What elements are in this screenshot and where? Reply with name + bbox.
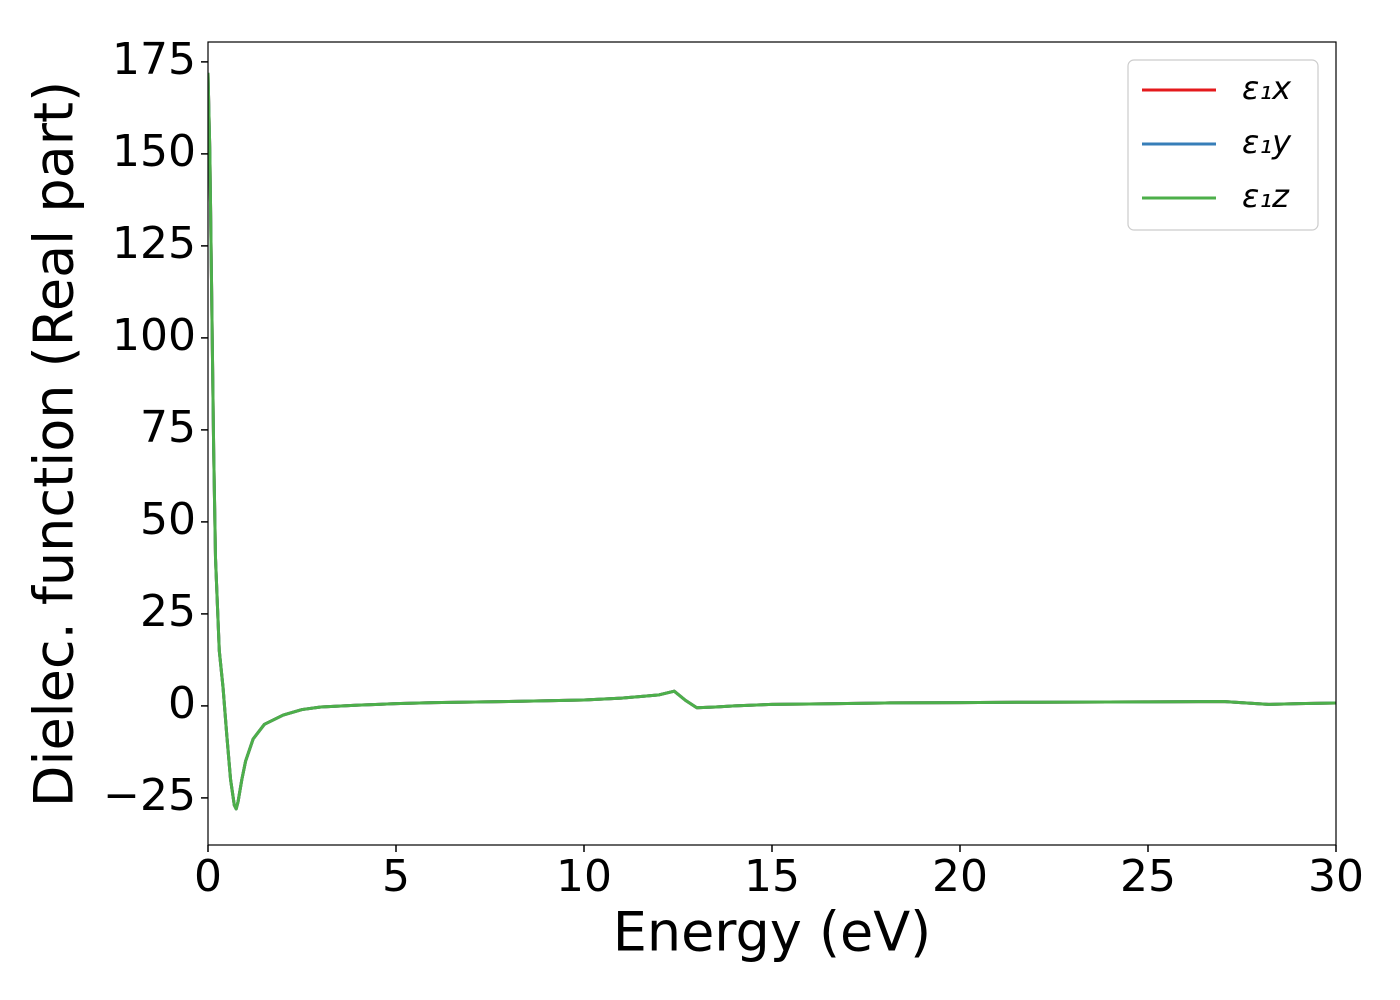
- y-tick-label: 125: [112, 218, 196, 269]
- x-tick-label: 15: [744, 851, 800, 902]
- y-tick-label: 75: [140, 402, 196, 453]
- plot-frame: [207, 41, 1337, 846]
- x-axis-label: Energy (eV): [613, 901, 932, 964]
- y-tick-label: 25: [140, 586, 196, 637]
- legend-box: [1127, 59, 1319, 231]
- legend-label: ε₁z: [1242, 177, 1290, 215]
- y-axis-label: Dielec. function (Real part): [23, 81, 86, 807]
- legend-label: ε₁y: [1242, 123, 1292, 161]
- x-tick-label: 0: [194, 851, 222, 902]
- x-tick-label: 5: [382, 851, 410, 902]
- x-tick-label: 25: [1120, 851, 1176, 902]
- y-tick-label: 0: [168, 678, 196, 729]
- x-tick-label: 10: [556, 851, 612, 902]
- x-tick-label: 20: [932, 851, 988, 902]
- y-tick-label: 150: [112, 126, 196, 177]
- x-tick-label: 30: [1308, 851, 1364, 902]
- y-tick-label: 50: [140, 494, 196, 545]
- y-tick-label: −25: [103, 770, 196, 821]
- y-tick-label: 175: [112, 34, 196, 85]
- legend-label: ε₁x: [1242, 69, 1292, 107]
- series-line: [208, 72, 1336, 811]
- y-tick-label: 100: [112, 310, 196, 361]
